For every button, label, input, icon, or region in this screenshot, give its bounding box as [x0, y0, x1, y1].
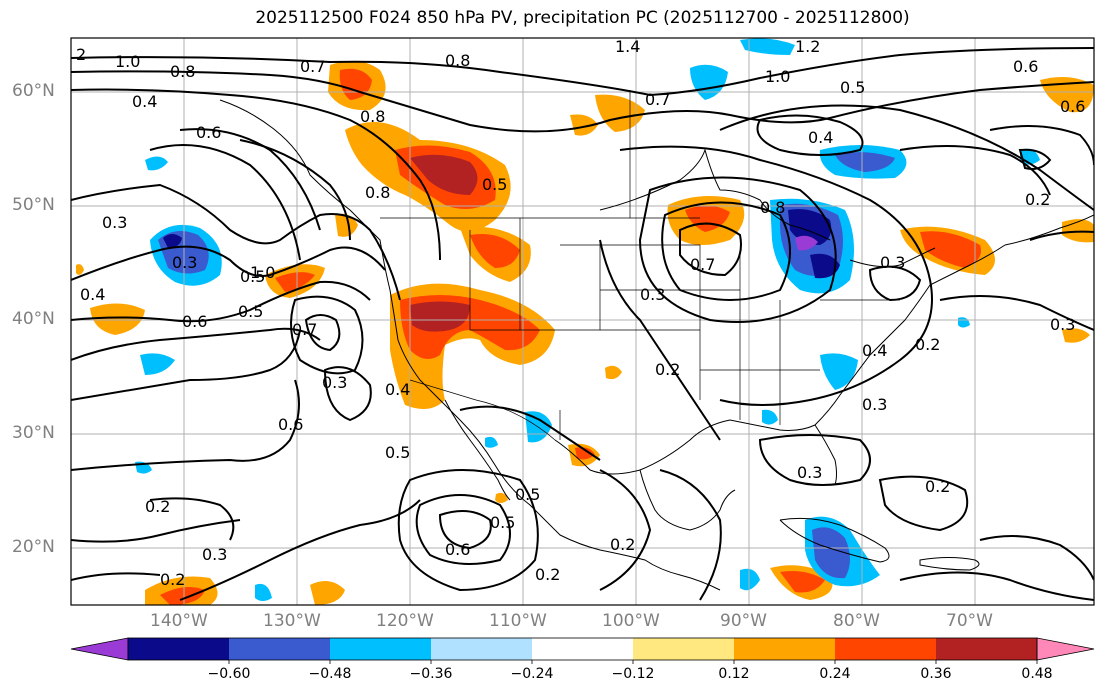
contour-label: 0.8	[760, 198, 785, 217]
contour-label: 0.8	[170, 62, 195, 81]
contour-label: 0.5	[238, 302, 263, 321]
colorbar-swatch	[835, 638, 936, 660]
colorbar-swatch	[936, 638, 1037, 660]
contour-label: 0.3	[797, 463, 822, 482]
contour-label: 0.6	[196, 123, 221, 142]
plot-frame	[70, 37, 1095, 606]
contour-label: 0.4	[808, 128, 833, 147]
precip-shading-negative	[135, 38, 1040, 601]
colorbar-tick-label: −0.36	[409, 666, 453, 682]
contour-label: 0.2	[535, 565, 560, 584]
colorbar-frame	[127, 637, 1038, 661]
contour-label: 1.4	[615, 37, 640, 56]
colorbar-tick-label: 0.48	[1021, 666, 1053, 682]
contour-label: 0.4	[385, 380, 410, 399]
lon-label: 70°W	[946, 611, 993, 631]
colorbar-swatch	[128, 638, 229, 660]
contour-label: 0.3	[322, 373, 347, 392]
contour-label: 0.4	[80, 285, 105, 304]
lon-label: 90°W	[720, 611, 767, 631]
colorbar-swatch	[532, 638, 633, 660]
contour-label: 1.0	[115, 52, 140, 71]
lat-label: 40°N	[12, 309, 55, 329]
contour-label: 0.2	[655, 360, 680, 379]
contour-label: 0.8	[365, 183, 390, 202]
colorbar-tick-label: −0.12	[611, 666, 655, 682]
contour-label: 1.0	[765, 67, 790, 86]
contour-label: 0.5	[515, 485, 540, 504]
colorbar-tick-label: −0.48	[308, 666, 352, 682]
contour-label: 0.3	[640, 285, 665, 304]
colorbar-tick-label: 0.12	[718, 666, 750, 682]
contour-label: 0.5	[490, 513, 515, 532]
contour-label-layer: 2 1.0 0.8 0.7 0.8 0.4 0.6 0.8 0.5 0.8 0.…	[76, 37, 1085, 589]
lat-label: 50°N	[12, 195, 55, 215]
lon-label: 140°W	[150, 611, 208, 631]
contour-label: 0.5	[840, 78, 865, 97]
contour-label: 0.3	[172, 253, 197, 272]
contour-label: 0.5	[240, 267, 265, 286]
contour-label: 0.7	[645, 90, 670, 109]
contour-label: 0.3	[862, 395, 887, 414]
contour-label: 0.8	[360, 107, 385, 126]
contour-label: 0.6	[445, 540, 470, 559]
colorbar-swatch	[330, 638, 431, 660]
contour-label: 0.4	[862, 341, 887, 360]
lat-label: 20°N	[12, 537, 55, 557]
colorbar-swatch	[734, 638, 835, 660]
lon-label: 110°W	[489, 611, 547, 631]
colorbar-tick-label: 0.24	[819, 666, 851, 682]
colorbar-swatch	[431, 638, 532, 660]
colorbar-tick-label: 0.36	[920, 666, 952, 682]
colorbar-tick-label: −0.60	[207, 666, 251, 682]
contour-label: 0.5	[482, 175, 507, 194]
contour-label: 0.2	[1025, 190, 1050, 209]
graticule	[71, 38, 1094, 605]
contour-label: 2	[76, 45, 86, 64]
contour-label: 0.5	[385, 443, 410, 462]
contour-label: 0.3	[1050, 315, 1075, 334]
precip-shading-positive	[76, 61, 1094, 605]
colorbar	[70, 637, 1095, 664]
lon-label: 130°W	[263, 611, 321, 631]
contour-label: 0.2	[610, 535, 635, 554]
lon-label: 100°W	[602, 611, 660, 631]
lat-label: 30°N	[12, 423, 55, 443]
contour-label: 0.2	[160, 570, 185, 589]
contour-label: 0.3	[880, 253, 905, 272]
contour-label: 0.6	[1060, 97, 1085, 116]
lat-label: 60°N	[12, 81, 55, 101]
contour-label: 0.3	[202, 545, 227, 564]
contour-label: 0.7	[690, 255, 715, 274]
contour-label: 1.0	[250, 263, 275, 282]
contour-label: 0.2	[915, 335, 940, 354]
lon-label: 120°W	[376, 611, 434, 631]
contour-label: 0.2	[145, 497, 170, 516]
contour-label: 0.7	[300, 57, 325, 76]
pv-contours	[71, 47, 1094, 601]
contour-label: 0.6	[278, 415, 303, 434]
contour-label: 0.8	[445, 51, 470, 70]
contour-label: 0.4	[132, 92, 157, 111]
contour-label: 0.7	[292, 320, 317, 339]
colorbar-extend-low	[70, 637, 129, 661]
contour-label: 0.2	[925, 477, 950, 496]
map-title: 2025112500 F024 850 hPa PV, precipitatio…	[255, 8, 910, 28]
colorbar-swatch	[633, 638, 734, 660]
contour-label: 0.6	[182, 312, 207, 331]
colorbar-swatch	[229, 638, 330, 660]
contour-label: 0.3	[102, 213, 127, 232]
contour-label: 0.6	[1013, 57, 1038, 76]
contour-label: 1.2	[795, 37, 820, 56]
lon-label: 80°W	[833, 611, 880, 631]
colorbar-tick-label: −0.24	[510, 666, 554, 682]
colorbar-extend-high	[1036, 637, 1095, 661]
